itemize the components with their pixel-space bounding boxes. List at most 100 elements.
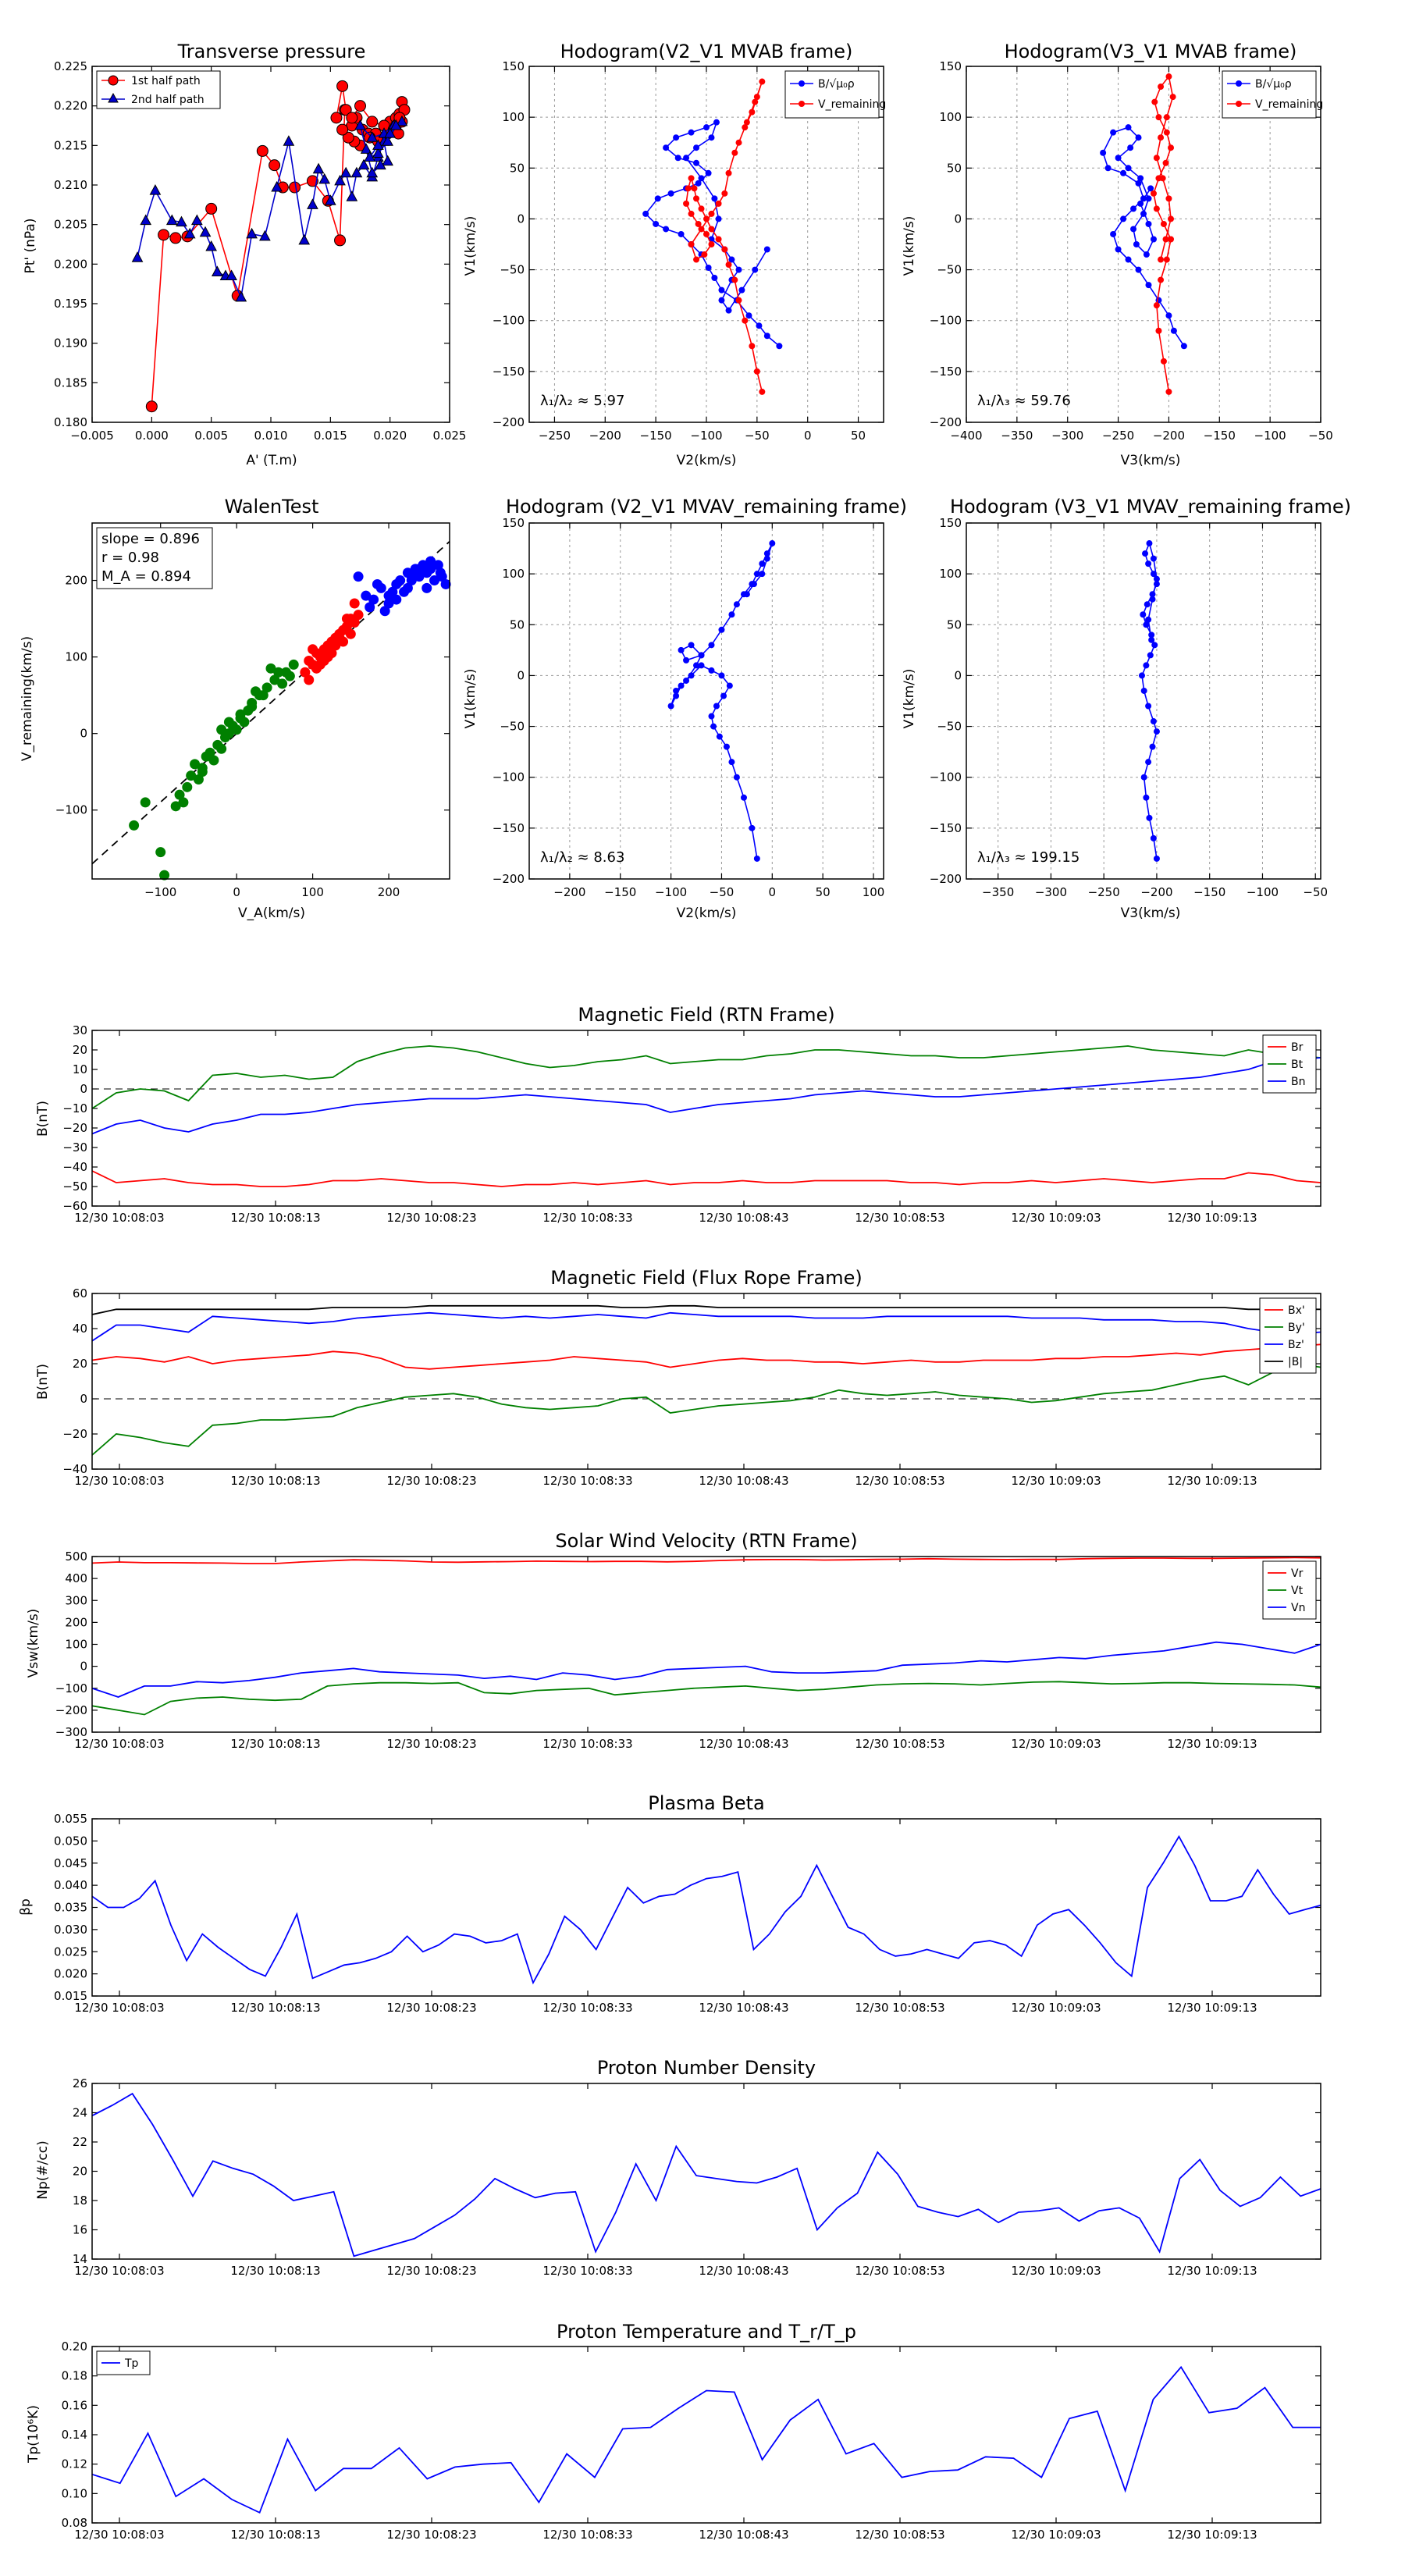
data-point — [1140, 195, 1147, 202]
data-point — [190, 759, 201, 770]
data-point-triangle — [366, 131, 379, 142]
plot-frame — [528, 522, 884, 880]
data-point-triangle — [140, 214, 152, 226]
data-point-circle — [336, 80, 349, 92]
data-point — [693, 144, 700, 151]
legend: Tp — [96, 2350, 151, 2375]
series-line-0 — [91, 1834, 1321, 1985]
data-point — [1145, 195, 1152, 202]
data-point-triangle — [364, 151, 376, 162]
x-tick-label: 0.025 — [433, 429, 467, 443]
legend-label: Bz' — [1288, 1339, 1304, 1351]
data-point-circle — [336, 123, 349, 136]
y-tick-label: 0.015 — [54, 1989, 87, 2003]
data-point-triangle — [183, 227, 196, 239]
y-tick-label: 150 — [939, 59, 962, 73]
data-point — [711, 274, 718, 281]
data-point — [763, 555, 770, 562]
data-point — [742, 317, 749, 324]
data-point — [731, 276, 738, 283]
stats-text: M_A = 0.894 — [101, 568, 191, 585]
axes-vsw: −300 −200 −100 0 100 200 300 400 500 12/30 10:08:… — [55, 1550, 1321, 1751]
data-point — [718, 626, 725, 633]
data-point — [368, 594, 379, 605]
data-point — [715, 215, 722, 222]
legend-marker — [799, 101, 805, 107]
data-point — [776, 343, 783, 350]
chart-title: Proton Number Density — [597, 2057, 816, 2079]
data-point — [752, 266, 759, 273]
data-point-triangle — [350, 166, 363, 178]
data-point — [1142, 550, 1149, 557]
data-point — [345, 628, 356, 639]
data-point — [1168, 144, 1175, 151]
data-point — [1104, 165, 1112, 172]
data-point — [718, 672, 725, 679]
data-point — [402, 582, 413, 593]
y-tick-label: −50 — [937, 720, 962, 734]
data-point — [738, 286, 745, 294]
y-tick-label: 0.210 — [54, 178, 87, 192]
x-tick-label: 12/30 10:09:03 — [1011, 1474, 1101, 1488]
y-tick-label: 20 — [73, 2165, 87, 2179]
y-tick-label: 100 — [502, 110, 525, 124]
data-point — [1165, 388, 1172, 395]
y-tick-label: 0.180 — [54, 415, 87, 429]
x-tick-label: 12/30 10:08:33 — [542, 1474, 632, 1488]
y-tick-label: 100 — [939, 110, 962, 124]
x-tick-label: 0.020 — [373, 429, 407, 443]
data-point — [756, 322, 763, 329]
eigenvalue-ratio-annotation: λ₁/λ₃ ≈ 199.15 — [977, 849, 1080, 866]
x-tick-label: 50 — [851, 429, 866, 443]
y-tick-label: 0 — [80, 1082, 87, 1096]
panel-magnetic-field-flux-rope: Magnetic Field (Flux Rope Frame) B(nT) — [35, 1267, 863, 1400]
data-point — [698, 652, 705, 659]
x-tick-label: −50 — [745, 429, 770, 443]
panel-hodogram-v2-mvab: Hodogram(V2_V1 MVAB frame) V2(km/s) V1(k… — [463, 41, 852, 468]
x-tick-label: 12/30 10:08:23 — [386, 1737, 476, 1751]
x-tick-label: −100 — [1254, 429, 1286, 443]
data-point — [414, 564, 425, 575]
data-point — [723, 743, 730, 750]
data-point-circle — [169, 232, 182, 244]
data-point-triangle — [382, 135, 393, 146]
x-tick-label: 12/30 10:08:23 — [386, 1211, 476, 1225]
data-point — [678, 682, 685, 689]
data-point — [715, 200, 722, 207]
data-point — [197, 767, 208, 777]
data-point — [1147, 185, 1154, 192]
x-tick-label: 12/30 10:09:13 — [1167, 1737, 1257, 1751]
data-point — [740, 794, 747, 801]
data-point — [1150, 236, 1157, 243]
data-point — [753, 368, 760, 375]
data-point — [216, 724, 227, 735]
data-point — [1163, 114, 1170, 121]
y-tick-label: −200 — [930, 872, 962, 886]
data-point-triangle — [199, 226, 212, 237]
data-point — [769, 540, 776, 547]
data-point — [178, 797, 189, 808]
data-point — [304, 674, 315, 685]
data-point — [235, 709, 246, 720]
x-tick-label: −100 — [144, 885, 176, 899]
data-point — [1135, 134, 1142, 141]
y-tick-label: 22 — [73, 2135, 87, 2149]
data-point-triangle — [346, 190, 358, 201]
data-point — [1153, 855, 1160, 862]
plot-frame — [91, 1818, 1321, 1997]
y-tick-label: 40 — [73, 1322, 87, 1336]
data-point — [170, 801, 181, 812]
data-point — [1150, 718, 1157, 725]
y-tick-label: 0.055 — [54, 1812, 87, 1826]
data-point — [239, 717, 250, 728]
y-tick-label: −300 — [55, 1725, 87, 1739]
data-point — [1130, 226, 1137, 233]
data-point — [733, 774, 740, 781]
y-tick-label: −100 — [55, 1681, 87, 1695]
data-point — [710, 723, 717, 730]
y-tick-label: −200 — [493, 415, 525, 429]
data-point — [1162, 159, 1169, 166]
x-tick-label: 12/30 10:09:03 — [1011, 1737, 1101, 1751]
y-tick-label: 300 — [65, 1593, 87, 1607]
legend-label: Vr — [1291, 1567, 1304, 1580]
